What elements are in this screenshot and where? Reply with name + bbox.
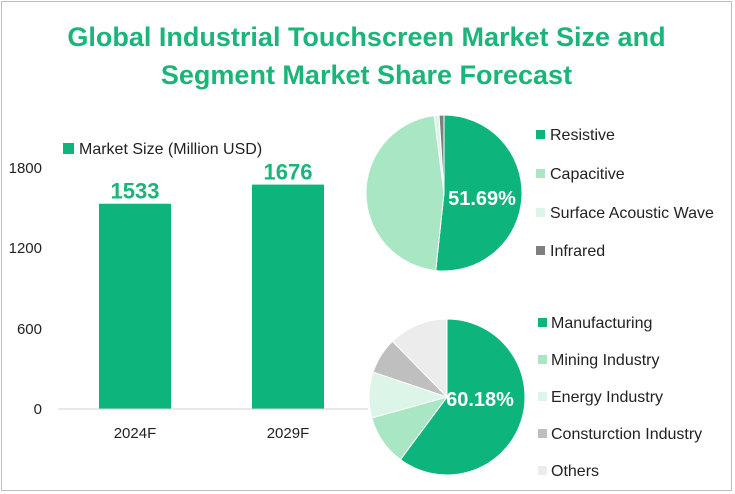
bar-legend-label: Market Size (Million USD) (79, 141, 262, 158)
y-tick-label: 1200 (9, 240, 42, 257)
data-label-2029f: 1676 (264, 160, 313, 185)
pie-slice-infrared (438, 114, 445, 194)
legend-label-consturction-industry: Consturction Industry (551, 426, 702, 443)
x-tick-label: 2029F (267, 425, 310, 442)
y-tick-label: 0 (34, 401, 42, 418)
legend-swatch-manufacturing (538, 318, 547, 327)
legend-swatch-infrared (536, 246, 545, 255)
legend-swatch-mining-industry (538, 355, 547, 364)
y-tick-label: 1800 (9, 160, 42, 177)
legend-swatch-resistive (536, 130, 545, 139)
pie-data-label-manufacturing: 60.18% (446, 389, 514, 411)
x-tick-label: 2024F (114, 425, 157, 442)
pie-slice-capacitive (365, 115, 445, 272)
bar-legend-swatch (63, 143, 74, 154)
legend-swatch-consturction-industry (538, 429, 547, 438)
legend-label-mining-industry: Mining Industry (551, 352, 660, 369)
legend-swatch-capacitive (536, 169, 545, 178)
legend-swatch-surface-acoustic-wave (536, 208, 545, 217)
pie-chart-technology: 51.69% Resistive Capacitive Surface Acou… (365, 114, 714, 272)
chart-title: Global Industrial Touchscreen Market Siz… (0, 18, 733, 94)
bar-2024f (99, 203, 171, 409)
legend-label-manufacturing: Manufacturing (551, 315, 652, 332)
legend-swatch-others (538, 466, 547, 475)
data-label-2024f: 1533 (111, 179, 160, 204)
title-line-1: Global Industrial Touchscreen Market Siz… (67, 22, 666, 52)
y-tick-label: 600 (17, 321, 42, 338)
legend-label-capacitive: Capacitive (550, 166, 625, 183)
legend-label-resistive: Resistive (550, 127, 615, 144)
legend-label-others: Others (551, 463, 599, 480)
legend-label-surface-acoustic-wave: Surface Acoustic Wave (550, 205, 714, 222)
pie-slice-resistive (435, 114, 523, 272)
pie-chart-application: 60.18% Manufacturing Mining Industry Ene… (368, 315, 702, 480)
pie-slice-others (391, 318, 448, 399)
legend-label-energy-industry: Energy Industry (551, 389, 663, 406)
bar-chart: Market Size (Million USD) 1800 1200 600 … (9, 141, 368, 442)
pie-data-label-resistive: 51.69% (448, 188, 516, 210)
legend-label-infrared: Infrared (550, 243, 605, 260)
pie-slice-manufacturing (399, 318, 526, 476)
bar-2029f (252, 184, 324, 409)
title-line-2: Segment Market Share Forecast (160, 60, 573, 90)
legend-swatch-energy-industry (538, 392, 547, 401)
